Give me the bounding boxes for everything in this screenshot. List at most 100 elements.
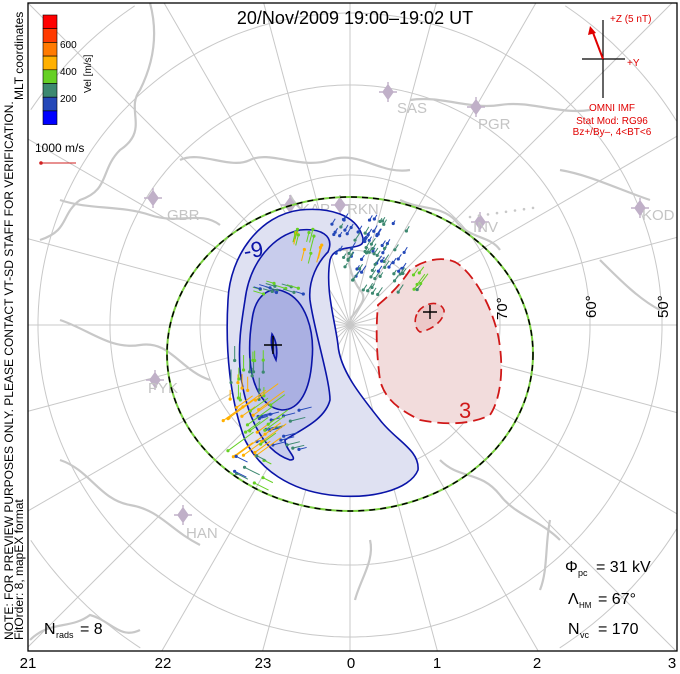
negative-contour-label: -9 bbox=[242, 236, 266, 264]
velocity-vector bbox=[235, 455, 248, 463]
velocity-vector-origin bbox=[273, 284, 277, 288]
velocity-vector-origin bbox=[257, 388, 261, 392]
imf-condition: Bz+/By–, 4<BT<6 bbox=[573, 127, 652, 138]
velocity-vector bbox=[281, 283, 292, 288]
velocity-vector bbox=[264, 422, 282, 435]
svg-text:N: N bbox=[44, 621, 56, 638]
velocity-vector-origin bbox=[297, 408, 301, 412]
velocity-vector-origin bbox=[396, 257, 400, 261]
fov-dot bbox=[495, 211, 499, 215]
velocity-vector-origin bbox=[263, 428, 267, 432]
velocity-vector bbox=[252, 403, 270, 416]
fov-dot bbox=[513, 209, 517, 212]
velocity-vector-origin bbox=[363, 239, 367, 244]
colorbar-swatch bbox=[42, 69, 58, 84]
velocity-vector-origin bbox=[307, 230, 311, 235]
svg-text:Λ: Λ bbox=[568, 591, 579, 608]
velocity-vector-origin bbox=[296, 233, 300, 237]
velocity-vector-origin bbox=[234, 454, 238, 458]
fov-dot bbox=[504, 210, 508, 214]
velocity-vector bbox=[292, 444, 305, 449]
svg-text:= 67°: = 67° bbox=[598, 591, 636, 608]
mlt-label-0: 0 bbox=[347, 655, 355, 672]
velocity-vector-origin bbox=[393, 248, 397, 252]
hm-boundary-latitude: Λ HM = 67° bbox=[568, 591, 636, 610]
lat-label-60: 60° bbox=[583, 295, 600, 318]
velocity-vector-origin bbox=[248, 429, 252, 433]
velocity-vector-origin bbox=[351, 278, 355, 282]
velocity-vector bbox=[286, 441, 300, 446]
velocity-vector-origin bbox=[309, 251, 313, 255]
velocity-vector-origin bbox=[398, 272, 402, 276]
velocity-vector-origin bbox=[312, 234, 316, 238]
svg-text:HM: HM bbox=[579, 601, 592, 610]
velocity-vector-origin bbox=[355, 267, 359, 271]
velocity-vector-origin bbox=[341, 217, 346, 222]
velocity-vector-origin bbox=[270, 289, 274, 294]
velocity-vector-origin bbox=[387, 265, 391, 269]
velocity-vector-origin bbox=[296, 286, 300, 290]
velocity-vector-origin bbox=[248, 409, 252, 413]
velocity-vector-origin bbox=[369, 242, 374, 246]
velocity-vector-origin bbox=[356, 230, 360, 234]
station-label-gbr: GBR bbox=[167, 207, 200, 224]
velocity-vector-origin bbox=[392, 272, 396, 276]
latitude-ring bbox=[565, 5, 677, 122]
velocity-vector-origin bbox=[229, 380, 233, 385]
velocity-vector-origin bbox=[240, 414, 244, 418]
velocity-vector-origin bbox=[404, 229, 409, 233]
lat-label-70: 70° bbox=[494, 297, 511, 320]
velocity-vector bbox=[233, 442, 254, 458]
velocity-vector-origin bbox=[279, 438, 283, 442]
velocity-vector-origin bbox=[255, 454, 259, 458]
velocity-vector bbox=[228, 399, 254, 419]
velocity-vector-origin bbox=[364, 245, 368, 250]
velocity-vector-origin bbox=[343, 265, 347, 269]
velocity-vector bbox=[306, 232, 310, 243]
velocity-vector bbox=[255, 437, 281, 457]
velocity-vector-origin bbox=[236, 396, 241, 400]
fov-dot bbox=[486, 213, 490, 216]
velocity-vector-origin bbox=[241, 368, 246, 372]
velocity-vector-origin bbox=[376, 292, 380, 297]
velocity-vector bbox=[256, 455, 267, 462]
velocity-vector bbox=[254, 482, 269, 491]
velocity-vector-origin bbox=[372, 229, 376, 233]
velocity-vector-origin bbox=[301, 292, 305, 296]
velocity-vector bbox=[283, 412, 296, 417]
velocity-vector-origin bbox=[255, 430, 259, 434]
fov-dot bbox=[531, 206, 535, 210]
velocity-vector-origin bbox=[382, 259, 386, 264]
velocity-vector bbox=[254, 440, 271, 453]
colorbar-tick-400: 400 bbox=[60, 67, 77, 78]
imf-vector bbox=[591, 29, 604, 60]
station-marker-pgr bbox=[467, 97, 485, 117]
mlt-label-1: 1 bbox=[433, 655, 441, 672]
colorbar-swatch bbox=[42, 83, 58, 98]
velocity-vector-origin bbox=[402, 250, 406, 255]
velocity-vector-origin bbox=[357, 267, 362, 271]
velocity-vector-origin bbox=[246, 388, 250, 392]
velocity-vector bbox=[309, 235, 315, 252]
velocity-vector-origin bbox=[251, 413, 255, 417]
velocity-vector-origin bbox=[401, 271, 405, 276]
velocity-vector-origin bbox=[371, 249, 375, 253]
velocity-vector-origin bbox=[269, 403, 273, 407]
velocity-vector bbox=[236, 395, 253, 408]
velocity-vector-origin bbox=[330, 222, 334, 226]
velocity-vector-origin bbox=[353, 238, 357, 242]
station-label-kod: KOD bbox=[642, 207, 675, 224]
velocity-vector-origin bbox=[342, 255, 346, 260]
mlt-label-22: 22 bbox=[155, 655, 172, 672]
imf-dial bbox=[582, 20, 625, 98]
velocity-vector bbox=[258, 390, 285, 411]
velocity-vector-origin bbox=[372, 252, 376, 256]
velocity-vector-origin bbox=[238, 398, 242, 402]
velocity-vector-origin bbox=[411, 273, 416, 277]
velocity-vector-origin bbox=[378, 274, 382, 278]
velocity-vector-origin bbox=[367, 250, 371, 254]
colorbar-swatch bbox=[42, 28, 58, 43]
velocity-vector-origin bbox=[320, 243, 324, 247]
velocity-vector-origin bbox=[261, 358, 265, 362]
velocity-vector-origin bbox=[350, 247, 354, 251]
